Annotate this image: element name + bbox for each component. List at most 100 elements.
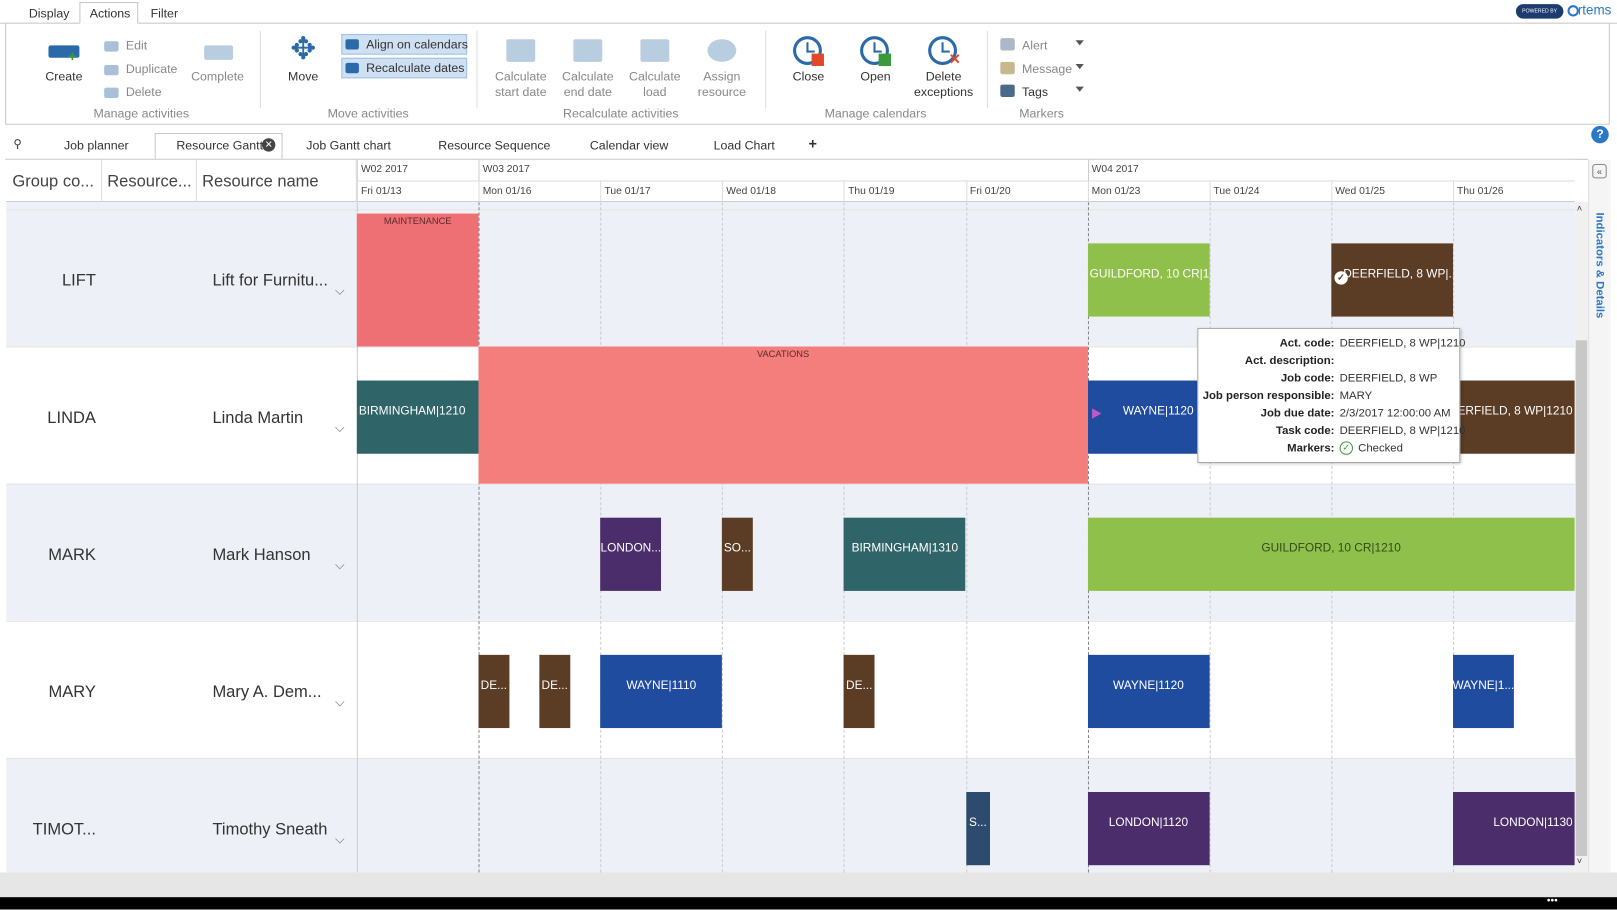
ribbon-button-label[interactable]: Edit (125, 38, 148, 53)
menu-tab-active[interactable] (79, 2, 139, 24)
tooltip-value: DEERFIELD, 8 WP (1339, 372, 1438, 385)
tab-strip-line (5, 158, 1589, 160)
view-tab-active[interactable] (154, 133, 283, 159)
activity-bar[interactable]: BIRMINGHAM|1310 (843, 517, 966, 591)
resource-code: LINDA (47, 409, 96, 427)
day-label: Mon 01/16 (482, 185, 532, 197)
checked-icon: ✓ (1339, 441, 1353, 455)
activity-bar[interactable]: LONDON|1120 (1087, 792, 1210, 866)
activity-bar[interactable]: WAYNE|1110 (600, 654, 723, 729)
menu-tab[interactable]: Filter (150, 6, 179, 21)
button-icon (104, 87, 119, 98)
tooltip-label: Markers: (1287, 442, 1335, 455)
column-header[interactable]: Resource... (107, 173, 192, 191)
activity-bar[interactable]: WAYNE|1... (1452, 654, 1514, 729)
activity-bar[interactable]: DE... (843, 654, 875, 729)
ribbon-button-label[interactable]: Delete exceptions (914, 69, 974, 99)
ribbon-button-label[interactable]: Open (860, 69, 891, 84)
dropdown-arrow[interactable] (1075, 63, 1084, 70)
exception-label: MAINTENANCE (383, 215, 452, 226)
side-panel-title[interactable]: Indicators & Details (1593, 212, 1606, 319)
activity-bar[interactable]: DE... (539, 654, 570, 729)
taskbar (0, 897, 1617, 910)
ribbon-button-label[interactable]: Alert (1021, 38, 1048, 53)
gantt-area: LIFT Lift for Furnitu... LINDA Linda Martin… (6, 202, 1575, 873)
view-tab[interactable]: Job planner (63, 138, 129, 153)
add-tab[interactable]: + (808, 135, 817, 152)
more-dots[interactable]: ••• (1546, 895, 1558, 907)
tooltip-label: Job code: (1280, 372, 1335, 385)
ribbon-button-label[interactable]: Close (792, 69, 825, 84)
activity-bar[interactable]: SO... (722, 517, 753, 591)
activity-bar[interactable]: LONDON... (600, 517, 662, 591)
ribbon-button-label[interactable]: Move (288, 69, 319, 84)
tooltip-value: DEERFIELD, 8 WP|1210 (1339, 424, 1466, 438)
tooltip-label: Act. code: (1279, 337, 1335, 350)
resource-name: Lift for Furnitu... (212, 272, 328, 290)
resource-code: LIFT (61, 272, 96, 290)
tooltip-label: Act. description: (1244, 354, 1335, 368)
search-icon[interactable]: ⚲ (13, 138, 22, 151)
tooltip: Act. code: DEERFIELD, 8 WP|1210 Act. descr… (1197, 327, 1465, 464)
help-icon[interactable]: ? (1591, 125, 1609, 144)
ribbon-button-label[interactable]: Tags (1021, 84, 1049, 99)
menu-tab[interactable]: Actions (89, 6, 131, 21)
activity-bar[interactable]: WAYNE|1120 (1087, 654, 1210, 729)
button-icon (640, 39, 670, 62)
view-tab[interactable]: Resource Gantt (176, 138, 264, 153)
day-divider (600, 180, 602, 203)
day-divider (843, 180, 845, 203)
ribbon-button-label[interactable]: Delete (125, 84, 162, 99)
activity-bar[interactable]: LONDON|1130 (1452, 792, 1575, 866)
ribbon-button-label[interactable]: Complete (191, 69, 245, 84)
activity-bar[interactable]: DEERFIELD, 8 WP|1210 (1452, 380, 1575, 454)
activity-bar[interactable]: DE... (478, 654, 510, 729)
ribbon-button-label[interactable]: Message (1021, 61, 1073, 77)
ribbon-button-label[interactable]: Assign resource (697, 69, 746, 99)
ribbon-button-label: Manage calendars (824, 106, 927, 121)
activity-bar[interactable]: GUILDFORD, 10 CR|1210 (1087, 517, 1575, 591)
activity-bar[interactable]: S... (965, 792, 991, 866)
view-tab[interactable]: Load Chart (713, 138, 775, 153)
tooltip-label: Task code: (1276, 424, 1335, 438)
activity-bar[interactable]: GUILDFORD, 10 CR|1... (1087, 243, 1210, 317)
button-icon (204, 45, 234, 60)
ribbon-button-label[interactable]: Recalculate dates (366, 60, 465, 76)
ribbon-button-label[interactable]: Calculate end date (562, 69, 614, 99)
resource-name: Mary A. Dem... (212, 683, 322, 702)
button-icon (1000, 38, 1015, 51)
scroll-down[interactable]: ˅ (1576, 855, 1583, 867)
ribbon-button-label[interactable]: Create (45, 69, 83, 84)
ribbon-button-label[interactable]: Calculate load (629, 69, 681, 99)
tooltip-value: DEERFIELD, 8 WP|1210 (1339, 337, 1466, 350)
ribbon-button-highlight[interactable] (341, 34, 468, 55)
week-label: W04 2017 (1091, 163, 1139, 176)
ribbon-button-label[interactable]: Duplicate (125, 61, 178, 77)
resource-row (6, 209, 1575, 347)
activity-bar[interactable]: DEERFIELD, 8 WP|... ✓ (1331, 243, 1453, 317)
dropdown-arrow[interactable] (1075, 86, 1084, 92)
column-header[interactable]: Group co... (12, 173, 95, 191)
scroll-up[interactable]: ˄ (1576, 203, 1583, 214)
activity-bar[interactable]: WAYNE|1120 (1087, 380, 1210, 454)
collapse-button[interactable]: « (1592, 163, 1607, 179)
view-tab[interactable]: Job Gantt chart (306, 138, 391, 153)
activity-bar[interactable]: BIRMINGHAM|1210 (356, 380, 479, 454)
brand-badge (1515, 4, 1564, 19)
dropdown-arrow[interactable] (1075, 40, 1084, 46)
view-tab[interactable]: Calendar view (589, 138, 669, 153)
ribbon-button-label[interactable]: Align on calendars (366, 37, 468, 52)
ribbon-button-label[interactable]: Calculate start date (494, 69, 547, 99)
menu-tab[interactable]: Display (28, 6, 70, 21)
week-label: W03 2017 (482, 163, 530, 176)
view-tab[interactable]: Resource Sequence (438, 138, 551, 153)
resource-row (6, 620, 1575, 758)
tooltip-value: 2/3/2017 12:00:00 AM (1339, 407, 1451, 420)
ribbon-button-highlight[interactable] (341, 57, 468, 79)
ribbon-separator (986, 30, 988, 109)
tab-close[interactable]: ✕ (261, 138, 276, 152)
ribbon-button-label: Recalculate activities (563, 106, 679, 121)
scroll-thumb[interactable] (1575, 340, 1588, 856)
column-header[interactable]: Resource name (202, 173, 319, 191)
checked-marker: ✓ (1334, 271, 1348, 285)
